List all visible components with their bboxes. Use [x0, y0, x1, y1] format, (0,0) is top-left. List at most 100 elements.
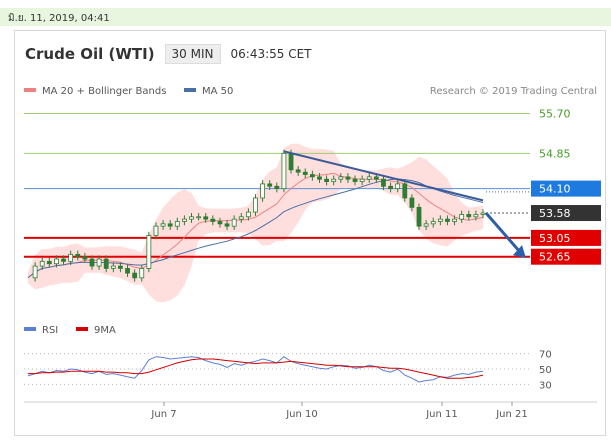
candle-body [423, 223, 429, 227]
rsi-legend-label: RSI [42, 325, 58, 336]
rsi-line [27, 356, 484, 383]
support-label: 53.05 [539, 232, 571, 245]
ma50-legend-label: MA 50 [202, 86, 233, 97]
last-price-box [531, 205, 601, 222]
candle-body [366, 176, 372, 180]
candle-body [437, 218, 443, 222]
candle-body [32, 265, 38, 279]
candle-body [260, 183, 266, 199]
candle-body [182, 218, 187, 222]
candle-body [324, 178, 329, 182]
candle-body [302, 171, 308, 175]
candle-body [110, 265, 116, 269]
candle-body [196, 216, 202, 219]
ma20-legend-swatch [24, 88, 36, 92]
candle-body [238, 216, 244, 220]
candle-body [61, 258, 66, 262]
candle-body [160, 223, 166, 227]
trend-line [283, 150, 484, 202]
resistance-label: 54.85 [539, 147, 571, 160]
candle-body [125, 268, 130, 274]
candle-body [352, 178, 358, 182]
chart-header: Crude Oil (WTI) 30 MIN 06:43:55 CET [25, 43, 312, 65]
candle-body [452, 218, 457, 222]
candle-body [146, 235, 152, 269]
candle-body [331, 178, 337, 182]
x-axis-label: Jun 11 [425, 409, 458, 420]
candle-body [54, 258, 59, 265]
candle-body [103, 258, 109, 269]
resistance-label: 55.70 [539, 107, 571, 120]
rsi-ma-legend-label: 9MA [94, 325, 116, 336]
candle-body [430, 221, 436, 225]
candle-body [309, 174, 315, 178]
candle-body [231, 218, 237, 227]
rsi-tick-label: 70 [539, 350, 552, 361]
candle-body [409, 197, 415, 208]
candle-body [445, 218, 450, 222]
candle-body [466, 214, 472, 218]
candle-body [402, 183, 408, 199]
candle-body [174, 221, 180, 227]
candle-body [89, 258, 95, 267]
pivot-label: 54.10 [539, 183, 571, 196]
candle-body [203, 216, 209, 220]
candle-body [224, 223, 230, 227]
candle-body [245, 211, 251, 218]
pivot-label-box [531, 180, 601, 197]
candle-body [46, 260, 52, 265]
candle-body [295, 169, 301, 173]
bollinger-band-area [28, 143, 483, 303]
candle-body [139, 268, 145, 279]
candle-body [317, 176, 322, 180]
candle-body [480, 212, 486, 215]
candle-body [381, 178, 386, 187]
candle-body [416, 206, 422, 227]
rsi-ma-legend-swatch [76, 327, 88, 331]
candle-body [338, 176, 344, 180]
candle-body [132, 272, 138, 279]
support-label-box [531, 229, 601, 246]
candle-body [388, 185, 393, 190]
candle-body [210, 218, 216, 222]
last-price-label: 53.58 [539, 207, 571, 220]
candle-body [189, 216, 194, 220]
chart-card: Crude Oil (WTI) 30 MIN 06:43:55 CET [14, 30, 606, 436]
candles-group [32, 149, 486, 282]
candle-body [217, 221, 223, 225]
rsi-tick-label: 50 [539, 365, 552, 376]
timestamp-bar: มิ.ย. 11, 2019, 04:41 [0, 8, 611, 26]
x-axis-label: Jun 7 [150, 409, 176, 420]
candle-body [473, 214, 479, 218]
support-label: 52.65 [539, 251, 571, 264]
forecast-arrow-shaft [484, 212, 522, 253]
rsi-ma-line [28, 358, 484, 379]
timeframe-badge[interactable]: 30 MIN [164, 44, 221, 64]
forecast-arrow-head [513, 245, 526, 259]
candle-body [345, 176, 351, 180]
candle-body [274, 185, 280, 190]
ma50-legend-swatch [184, 88, 196, 92]
rsi-tick-label: 30 [539, 380, 552, 391]
x-axis-label: Jun 21 [495, 409, 528, 420]
rsi-legend-swatch [24, 327, 36, 331]
chart-time: 06:43:55 CET [230, 47, 312, 61]
x-axis-label: Jun 10 [285, 409, 318, 420]
candle-body [267, 183, 273, 187]
candle-body [253, 197, 258, 213]
candle-body [459, 214, 465, 220]
candle-body [395, 183, 401, 190]
candle-body [75, 253, 81, 258]
candle-body [39, 260, 45, 267]
timestamp: มิ.ย. 11, 2019, 04:41 [8, 13, 110, 24]
candle-body [82, 256, 88, 260]
candle-body [68, 253, 74, 262]
candle-body [167, 223, 173, 227]
support-label-box [531, 248, 601, 265]
instrument-title: Crude Oil (WTI) [25, 45, 155, 63]
candle-body [281, 152, 287, 190]
candle-body [288, 152, 294, 171]
candle-body [359, 178, 365, 182]
candle-body [118, 265, 123, 269]
